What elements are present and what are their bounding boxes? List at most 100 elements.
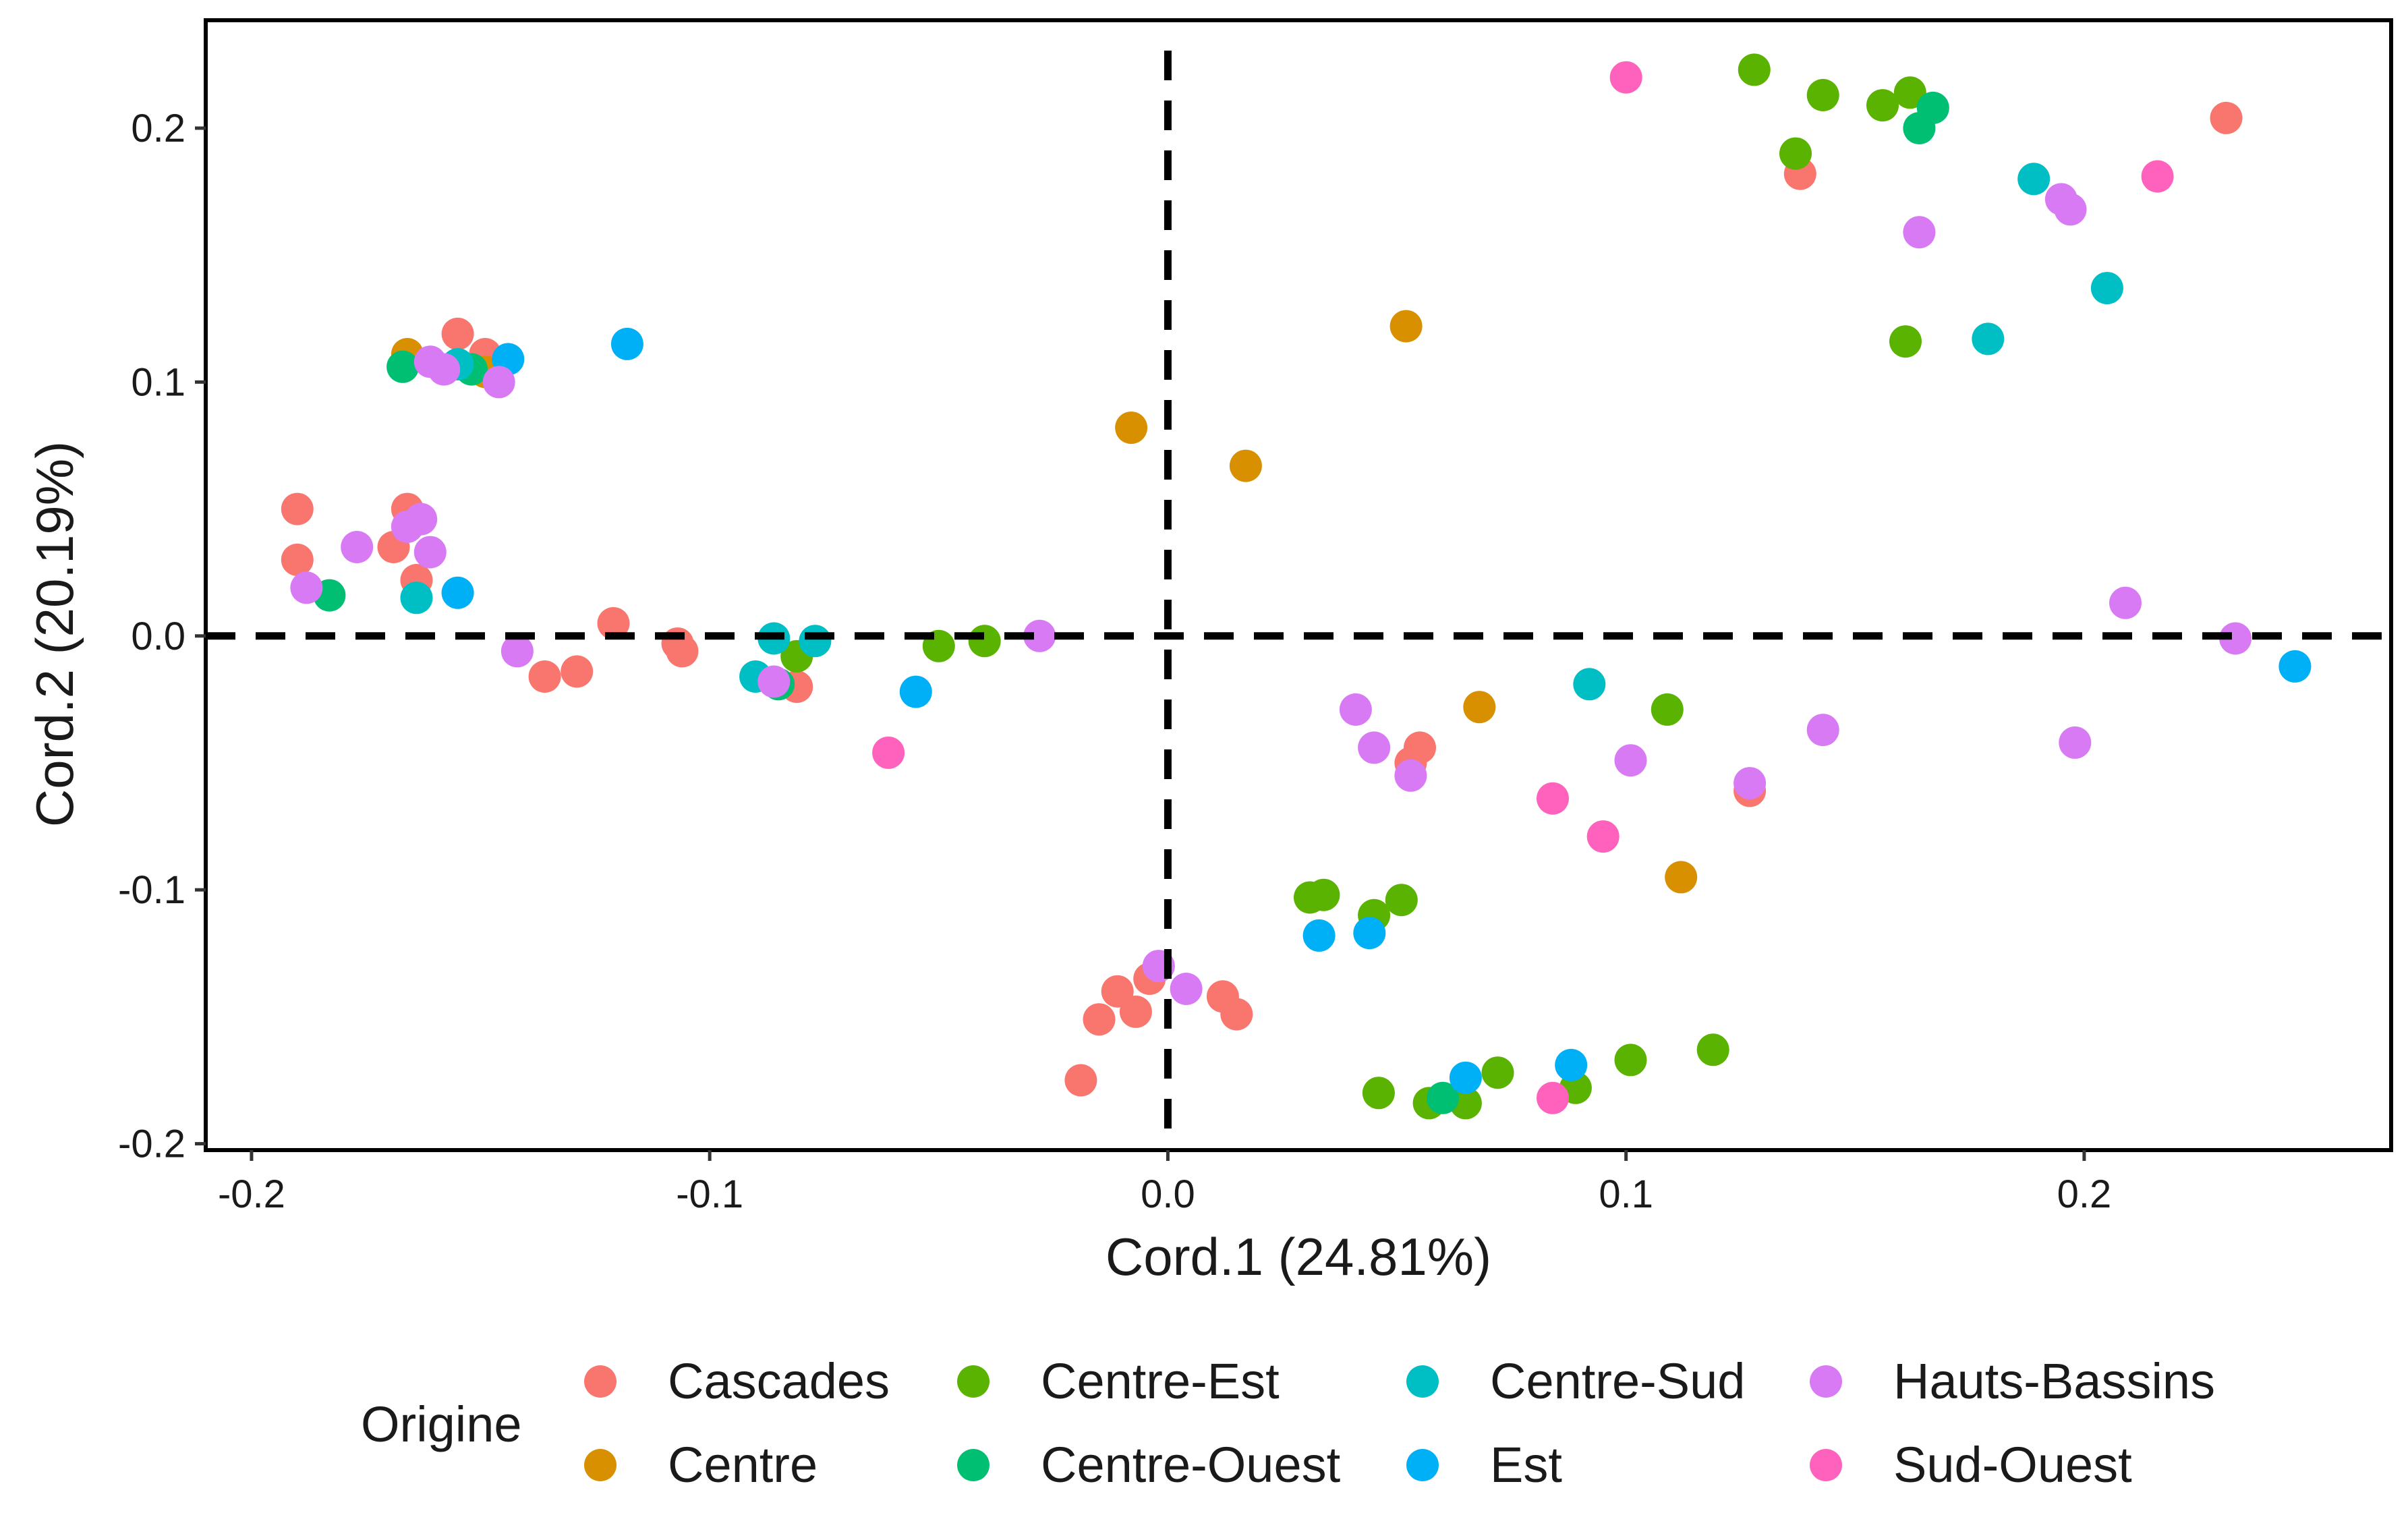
point-hauts-bassins xyxy=(2054,193,2087,226)
point-cascades xyxy=(528,660,561,693)
point-hauts-bassins xyxy=(2059,726,2092,759)
x-axis-title: Cord.1 (24.81%) xyxy=(1106,1227,1491,1286)
point-sud-ouest xyxy=(1537,782,1569,815)
point-est xyxy=(1555,1048,1588,1081)
legend-label-centre: Centre xyxy=(668,1437,818,1493)
point-centre-est xyxy=(1385,884,1418,917)
point-centre-sud xyxy=(2017,163,2051,196)
point-centre-sud xyxy=(1573,668,1606,701)
point-sud-ouest xyxy=(1609,61,1642,94)
point-centre xyxy=(1665,861,1698,894)
point-est xyxy=(899,675,932,708)
point-hauts-bassins xyxy=(482,366,515,399)
x-tick-label: 0.0 xyxy=(1141,1172,1195,1216)
point-sud-ouest xyxy=(1586,820,1619,853)
legend-label-hauts-bassins: Hauts-Bassins xyxy=(1893,1353,2215,1409)
point-centre-est xyxy=(1779,137,1812,170)
point-centre-est xyxy=(1806,79,1839,111)
point-hauts-bassins xyxy=(1733,767,1767,800)
x-tick-label: -0.2 xyxy=(218,1172,285,1216)
legend-key-est xyxy=(1406,1449,1439,1481)
point-centre-sud xyxy=(1972,322,2005,355)
legend-key-sud-ouest xyxy=(1810,1449,1842,1481)
y-tick-label: 0.0 xyxy=(131,615,185,658)
point-centre-est xyxy=(1651,693,1684,726)
point-hauts-bassins xyxy=(290,571,323,604)
legend-title: Origine xyxy=(361,1396,522,1452)
point-hauts-bassins xyxy=(428,353,461,386)
point-centre-ouest xyxy=(386,350,420,383)
axes: -0.2 -0.1 0.0 0.1 0.2 -0.2 -0.1 0.0 0.1 0.2 xyxy=(118,18,2393,1216)
x-tick-label: -0.1 xyxy=(676,1172,743,1216)
point-cascades xyxy=(281,543,314,576)
point-centre-est xyxy=(1738,53,1771,86)
point-centre-sud xyxy=(2090,272,2123,305)
point-centre-est xyxy=(1481,1056,1514,1089)
point-est xyxy=(1302,919,1336,952)
point-centre-sud xyxy=(799,625,832,658)
point-est xyxy=(1449,1061,1482,1094)
legend-key-hauts-bassins xyxy=(1810,1365,1842,1398)
legend-label-est: Est xyxy=(1490,1437,1562,1493)
point-cascades xyxy=(1220,998,1253,1031)
point-hauts-bassins xyxy=(1614,744,1647,777)
y-tick-label: 0.2 xyxy=(131,107,185,150)
point-cascades xyxy=(281,492,314,525)
point-cascades xyxy=(1119,995,1152,1028)
point-hauts-bassins xyxy=(405,503,438,536)
reference-lines xyxy=(206,51,2391,1150)
point-centre-est xyxy=(1696,1033,1729,1066)
point-sud-ouest xyxy=(1537,1081,1569,1114)
legend-key-centre xyxy=(584,1449,617,1481)
point-hauts-bassins xyxy=(1170,973,1203,1005)
legend-label-centre-ouest: Centre-Ouest xyxy=(1041,1437,1341,1493)
points-layer xyxy=(281,53,2312,1120)
point-cascades xyxy=(1404,731,1436,764)
legend-key-cascades xyxy=(584,1365,617,1398)
point-centre-est xyxy=(968,625,1001,658)
point-centre xyxy=(1229,449,1262,482)
plot-panel-border xyxy=(204,18,2393,1152)
point-hauts-bassins xyxy=(2219,622,2252,655)
legend-key-centre-est xyxy=(957,1365,990,1398)
point-centre xyxy=(1463,691,1496,724)
point-cascades xyxy=(441,317,474,350)
legend: Origine Cascades Centre Centre-Est Centre-O… xyxy=(361,1353,2215,1493)
point-centre-ouest xyxy=(1427,1081,1459,1114)
point-centre-est xyxy=(1889,325,1922,358)
point-est xyxy=(610,327,643,360)
point-hauts-bassins xyxy=(413,536,447,569)
point-hauts-bassins xyxy=(1903,216,1936,249)
point-centre-ouest xyxy=(1916,91,1949,124)
y-axis-title: Cord.2 (20.19%) xyxy=(25,441,84,827)
point-hauts-bassins xyxy=(1023,619,1056,652)
legend-label-centre-est: Centre-Est xyxy=(1041,1353,1280,1409)
point-cascades xyxy=(1083,1003,1116,1036)
legend-label-sud-ouest: Sud-Ouest xyxy=(1893,1437,2132,1493)
point-cascades xyxy=(1064,1064,1097,1097)
point-centre-est xyxy=(1893,76,1926,109)
point-hauts-bassins xyxy=(500,635,534,668)
point-hauts-bassins xyxy=(2109,586,2142,619)
point-centre-est xyxy=(1307,878,1340,911)
y-tick-label: 0.1 xyxy=(131,360,185,404)
point-est xyxy=(2278,650,2312,683)
point-hauts-bassins xyxy=(1339,693,1372,726)
point-hauts-bassins xyxy=(1806,714,1839,747)
point-cascades xyxy=(666,635,699,668)
legend-key-centre-ouest xyxy=(957,1449,990,1481)
point-centre-est xyxy=(1614,1044,1647,1077)
point-hauts-bassins xyxy=(1358,731,1391,764)
x-tick-label: 0.2 xyxy=(2057,1172,2112,1216)
point-centre xyxy=(1389,310,1423,343)
point-cascades xyxy=(561,655,594,688)
point-hauts-bassins xyxy=(757,665,791,698)
legend-label-centre-sud: Centre-Sud xyxy=(1490,1353,1745,1409)
legend-label-cascades: Cascades xyxy=(668,1353,890,1409)
point-hauts-bassins xyxy=(341,531,374,563)
y-tick-label: -0.1 xyxy=(118,868,185,912)
point-est xyxy=(1353,917,1386,950)
y-tick-label: -0.2 xyxy=(118,1122,185,1166)
x-tick-label: 0.1 xyxy=(1599,1172,1653,1216)
